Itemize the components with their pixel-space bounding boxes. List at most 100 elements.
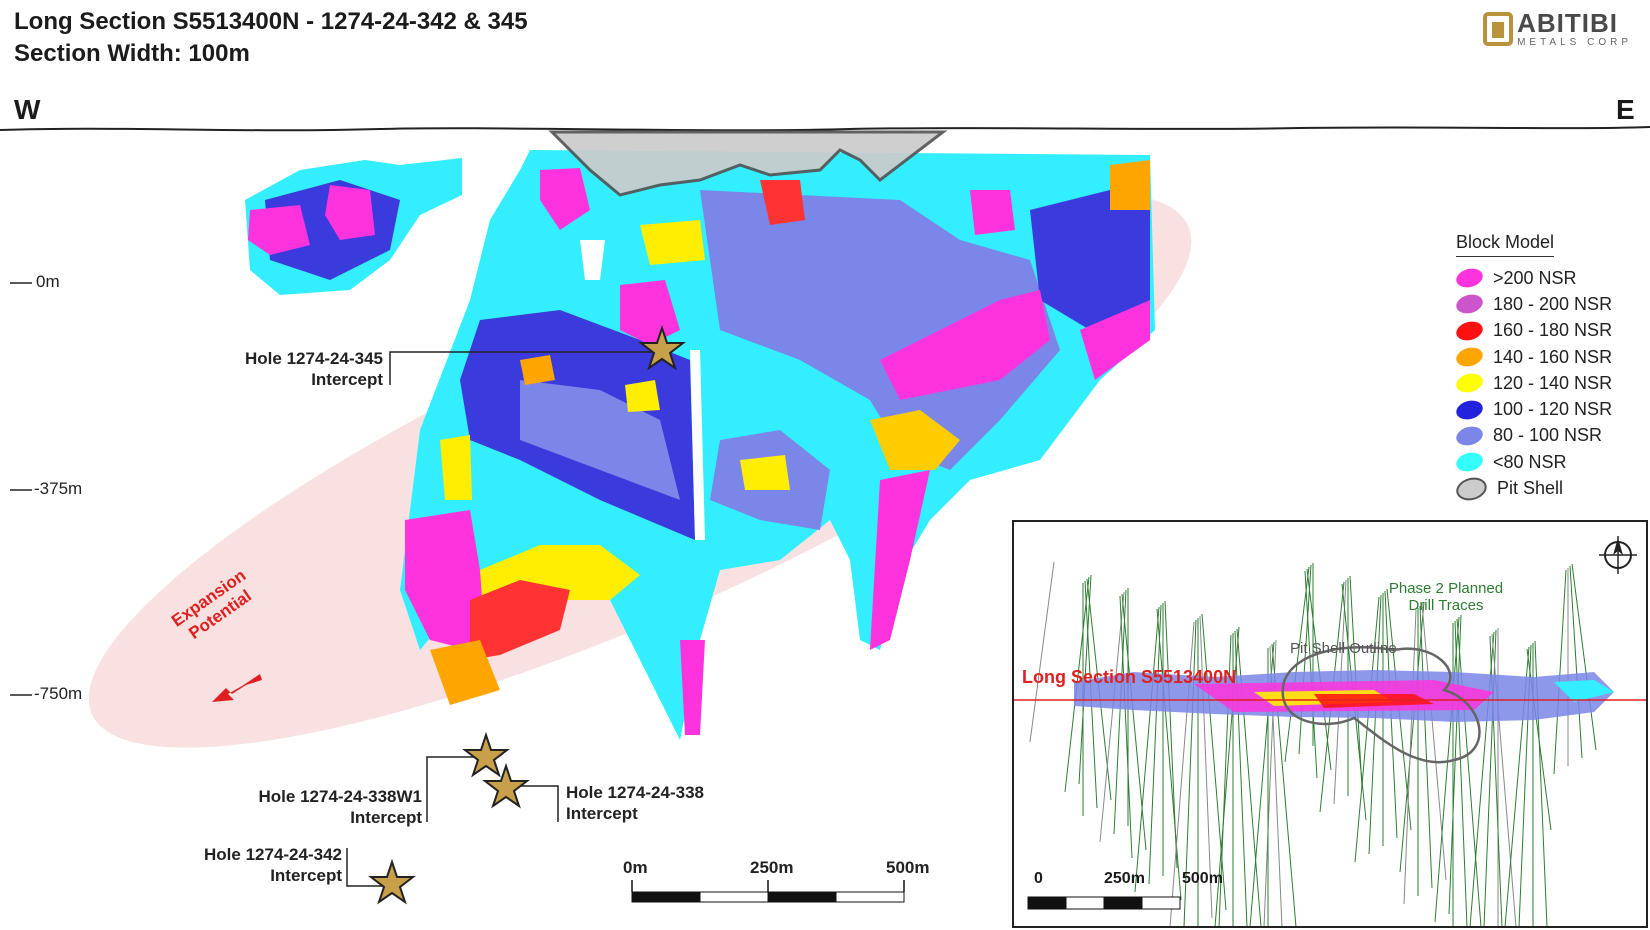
- inset-phase-label-2: Drill Traces: [1408, 597, 1484, 614]
- drill-trace: [1368, 594, 1382, 855]
- legend-label: 140 - 160 NSR: [1493, 346, 1613, 367]
- intercept-stars: [368, 324, 686, 905]
- leader-342: [346, 848, 392, 887]
- inset-phase-label-1: Phase 2 Planned: [1388, 580, 1504, 597]
- inset-map-canvas: [1014, 536, 1646, 926]
- drill-trace: [1448, 614, 1462, 915]
- pit-shell: [548, 130, 948, 197]
- depth-label-375: -375m: [34, 479, 83, 498]
- east-label: E: [1616, 94, 1635, 125]
- legend-swatch: [1454, 450, 1485, 475]
- block-nw-high-2: [325, 185, 375, 240]
- drill-trace: [1113, 589, 1127, 835]
- legend-swatch: [1454, 423, 1485, 449]
- legend-item: >200 NSR: [1454, 265, 1612, 291]
- callout-345-name: Hole 1274-24-345: [245, 349, 383, 368]
- block-high-grade-north-2: [760, 180, 805, 225]
- block-model-legend: Block Model >200 NSR 180 - 200 NSR 160 - 1…: [1453, 232, 1613, 504]
- legend-item: 140 - 160 NSR: [1454, 344, 1613, 370]
- logo-name: ABITIBI: [1517, 8, 1618, 38]
- block-yellow-north: [640, 220, 705, 265]
- legend-item: 100 - 120 NSR: [1454, 396, 1613, 422]
- north-arrow-icon: [1599, 536, 1637, 574]
- legend-swatch: [1454, 397, 1485, 422]
- drill-trace: [1156, 608, 1182, 901]
- legend-label: 120 - 140 NSR: [1493, 372, 1613, 393]
- legend-label: 180 - 200 NSR: [1493, 293, 1613, 314]
- scale-label-250: 250m: [750, 858, 794, 877]
- title-line-1: Long Section S5513400N - 1274-24-342 & 3…: [14, 8, 528, 35]
- legend-label: 100 - 120 NSR: [1493, 399, 1613, 420]
- legend-swatch: [1454, 318, 1485, 343]
- company-logo: ABITIBI METALS CORP: [1483, 10, 1632, 48]
- scale-segment: [631, 891, 701, 903]
- inset-ore-body: [1074, 670, 1614, 722]
- legend-title: Block Model: [1456, 232, 1555, 257]
- block-high-grade-east: [880, 290, 1050, 400]
- legend-items: >200 NSR 180 - 200 NSR 160 - 180 NSR 140 - …: [1453, 265, 1613, 504]
- legend-swatch: [1454, 344, 1485, 370]
- legend-item: 80 - 100 NSR: [1454, 423, 1612, 449]
- legend-item: <80 NSR: [1454, 449, 1612, 475]
- block-high-grade-keel: [680, 640, 705, 735]
- inset-pit-outline: [1281, 646, 1481, 764]
- leader-338w1: [426, 756, 486, 822]
- inset-scale-500: 500m: [1182, 870, 1223, 887]
- logo-subtitle: METALS CORP: [1517, 37, 1632, 48]
- drill-trace: [1456, 618, 1482, 926]
- callout-hole-338w1: Hole 1274-24-338W1 Intercept: [200, 786, 422, 828]
- block-mid-grade-central: [700, 190, 1060, 470]
- legend-swatch: [1453, 473, 1490, 504]
- callout-hole-338: Hole 1274-24-338 Intercept: [566, 782, 704, 824]
- block-red-band: [470, 580, 570, 660]
- legend-label: >200 NSR: [1493, 267, 1577, 288]
- callout-342-name: Hole 1274-24-342: [204, 845, 342, 864]
- drill-trace: [1569, 565, 1583, 759]
- inset-section-label: Long Section S5513400N: [1022, 667, 1237, 687]
- callout-338-name: Hole 1274-24-338: [566, 783, 704, 802]
- legend-label: Pit Shell: [1497, 478, 1564, 499]
- leader-345: [389, 351, 662, 385]
- drill-trace: [1199, 615, 1213, 919]
- scale-label-500: 500m: [886, 858, 930, 877]
- block-orange-band: [430, 640, 500, 705]
- block-high-grade-far-east: [1080, 300, 1150, 380]
- block-yellow-spot: [625, 380, 660, 412]
- inset-plan-map: Long Section S5513400N Pit Shell Outline…: [1012, 520, 1648, 928]
- callout-hole-342: Hole 1274-24-342 Intercept: [160, 844, 342, 886]
- block-high-grade-north-4: [1110, 160, 1150, 210]
- block-high-grade-wedge: [870, 470, 930, 650]
- legend-label: 80 - 100 NSR: [1493, 425, 1603, 446]
- star-icon-345: [638, 324, 686, 371]
- drill-trace: [1454, 620, 1468, 926]
- scale-segment: [835, 891, 905, 903]
- legend-item: Pit Shell: [1453, 473, 1612, 504]
- inset-scale-bar: [1027, 896, 1181, 910]
- block-gap-1: [690, 350, 705, 540]
- block-high-grade-north-1: [540, 168, 590, 230]
- drill-trace: [1029, 561, 1055, 743]
- star-icon-342: [368, 858, 416, 905]
- block-high-grade-345: [620, 280, 680, 345]
- depth-label-750: -750m: [34, 684, 83, 703]
- callout-345-sub: Intercept: [311, 370, 383, 389]
- legend-item: 120 - 140 NSR: [1454, 370, 1613, 396]
- block-yellow-spot-2: [740, 455, 790, 490]
- drill-trace: [1419, 605, 1433, 889]
- drill-trace: [1434, 616, 1460, 923]
- block-mid-grade-east: [1030, 180, 1150, 330]
- legend-item: 180 - 200 NSR: [1454, 291, 1613, 317]
- drill-trace: [1148, 604, 1162, 885]
- drill-trace: [1553, 569, 1567, 775]
- scale-label-0: 0m: [623, 858, 648, 877]
- drill-trace: [1119, 595, 1133, 859]
- inset-phase-label: Phase 2 Planned Drill Traces: [1386, 580, 1506, 614]
- expansion-arrow-icon: [212, 674, 262, 702]
- callout-342-sub: Intercept: [270, 866, 342, 885]
- legend-label: 160 - 180 NSR: [1493, 320, 1613, 341]
- star-icon-338: [482, 762, 530, 809]
- block-gap-2: [580, 240, 605, 280]
- depth-label-0: 0m: [36, 272, 60, 291]
- map-title: Long Section S5513400N - 1274-24-342 & 3…: [14, 6, 528, 70]
